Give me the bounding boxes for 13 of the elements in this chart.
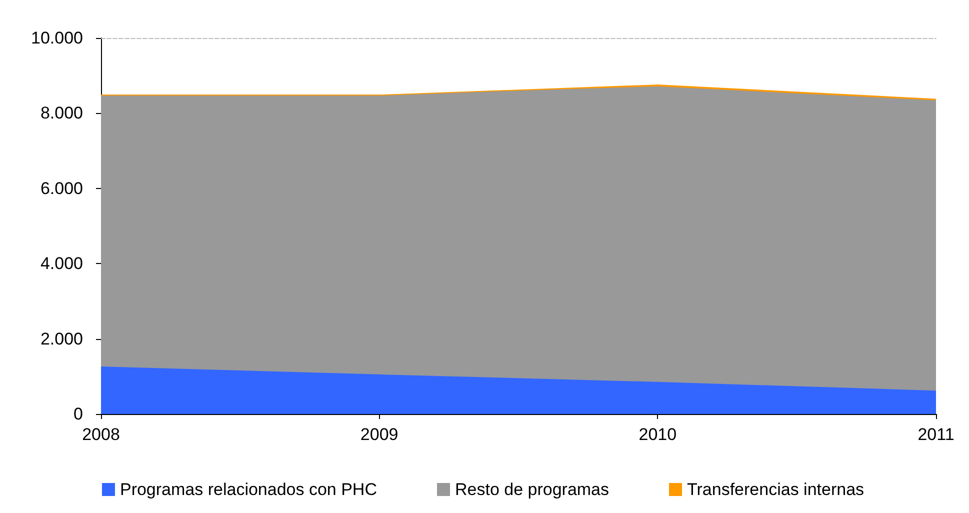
- x-tick-label: 2008: [82, 425, 120, 444]
- x-tick-label: 2009: [360, 425, 398, 444]
- legend-label: Resto de programas: [454, 480, 610, 499]
- y-tick-label: 4.000: [40, 254, 83, 274]
- y-tick-label: 2.000: [40, 329, 83, 348]
- x-tick-label: 2010: [638, 425, 677, 444]
- x-tick-label: 2011: [918, 425, 954, 444]
- legend-label: Programas relacionados con PHC: [120, 480, 377, 499]
- y-tick-label: 0: [74, 404, 83, 424]
- y-tick-label: 10.000: [31, 28, 83, 48]
- y-tick-label: 6.000: [40, 178, 83, 198]
- legend-label: Transferencias internas: [687, 480, 864, 499]
- y-tick-label: 8.000: [40, 104, 83, 123]
